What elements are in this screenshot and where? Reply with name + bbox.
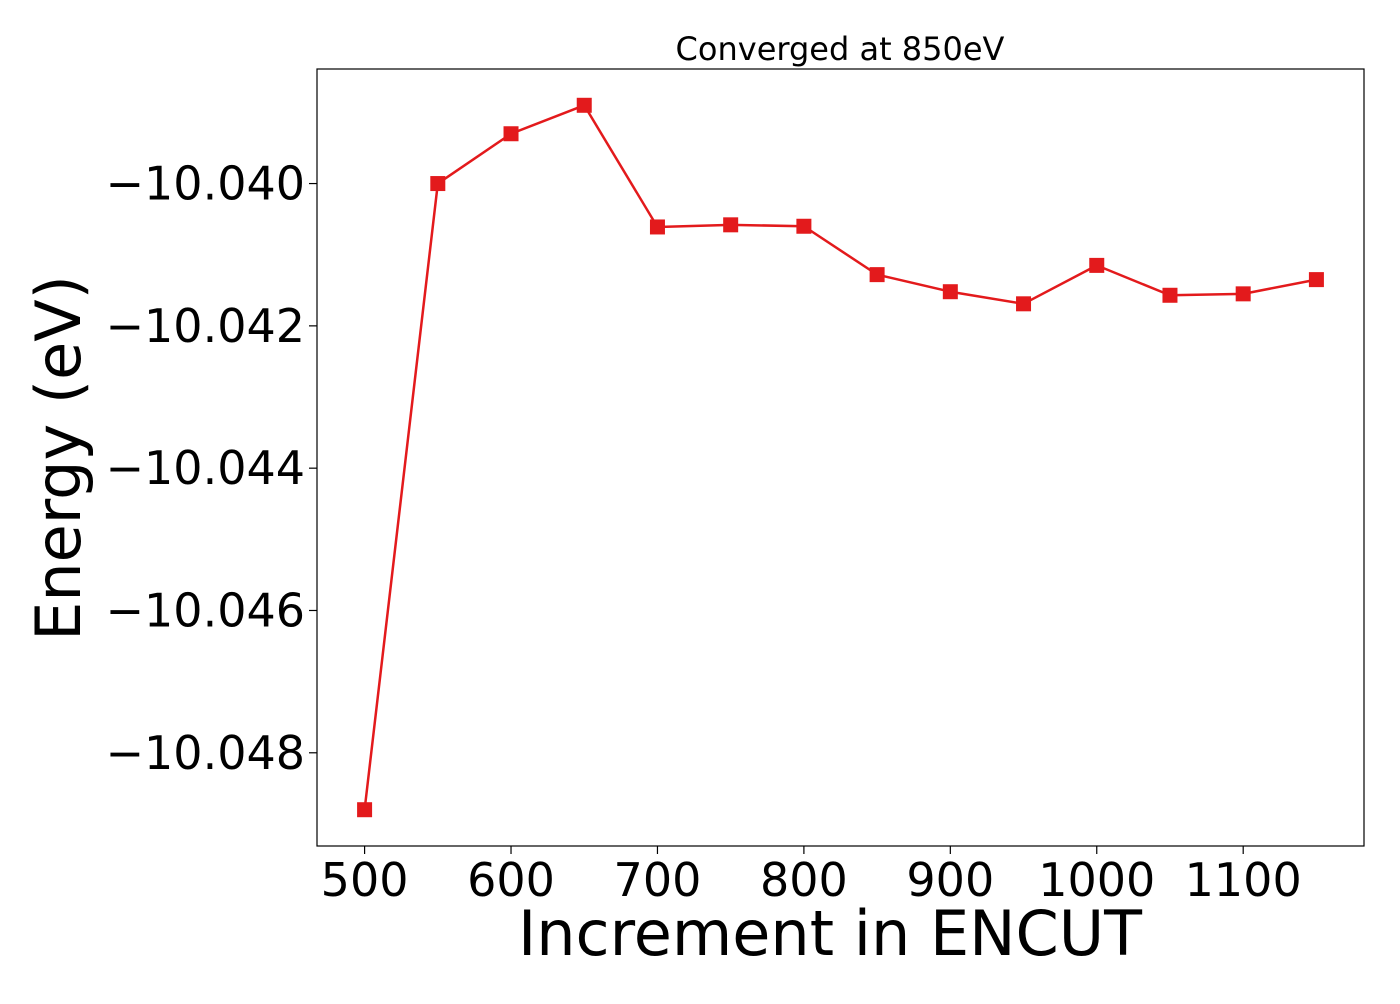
data-point-marker xyxy=(503,126,519,142)
data-point-marker xyxy=(576,97,592,113)
data-point-marker xyxy=(869,267,885,283)
x-tick-label: 1100 xyxy=(1185,853,1302,907)
y-tick-label: −10.040 xyxy=(106,157,306,211)
data-point-marker xyxy=(649,219,665,235)
x-tick-label: 600 xyxy=(467,853,555,907)
data-point-marker xyxy=(1089,257,1105,273)
data-point-marker xyxy=(1016,296,1032,312)
series-line xyxy=(363,104,1317,810)
data-point-marker xyxy=(723,217,739,233)
data-point-marker xyxy=(796,218,812,234)
x-tick-label: 1000 xyxy=(1038,853,1155,907)
chart-title: Converged at 850eV xyxy=(676,30,1005,68)
plot-area: 500 600 700 800 900 1000 1100 −10.040 −10.042 −10… xyxy=(106,68,1365,907)
data-point-marker xyxy=(942,284,958,300)
x-tick-label: 800 xyxy=(760,853,848,907)
data-point-marker xyxy=(1162,287,1178,303)
x-tick-label: 900 xyxy=(906,853,994,907)
y-axis-title: Energy (eV) xyxy=(22,275,95,641)
data-point-marker xyxy=(1308,272,1324,288)
y-tick-label: −10.044 xyxy=(106,441,306,495)
plot-frame xyxy=(316,68,1365,847)
data-point-marker xyxy=(1235,286,1251,302)
y-tick-label: −10.046 xyxy=(106,583,306,637)
data-point-marker xyxy=(357,802,373,818)
y-tick-label: −10.042 xyxy=(106,299,306,353)
x-tick-label: 700 xyxy=(614,853,702,907)
data-point-marker xyxy=(430,176,446,192)
x-tick-label: 500 xyxy=(321,853,409,907)
y-tick-label: −10.048 xyxy=(106,726,306,780)
x-axis-title: Increment in ENCUT xyxy=(518,897,1143,970)
